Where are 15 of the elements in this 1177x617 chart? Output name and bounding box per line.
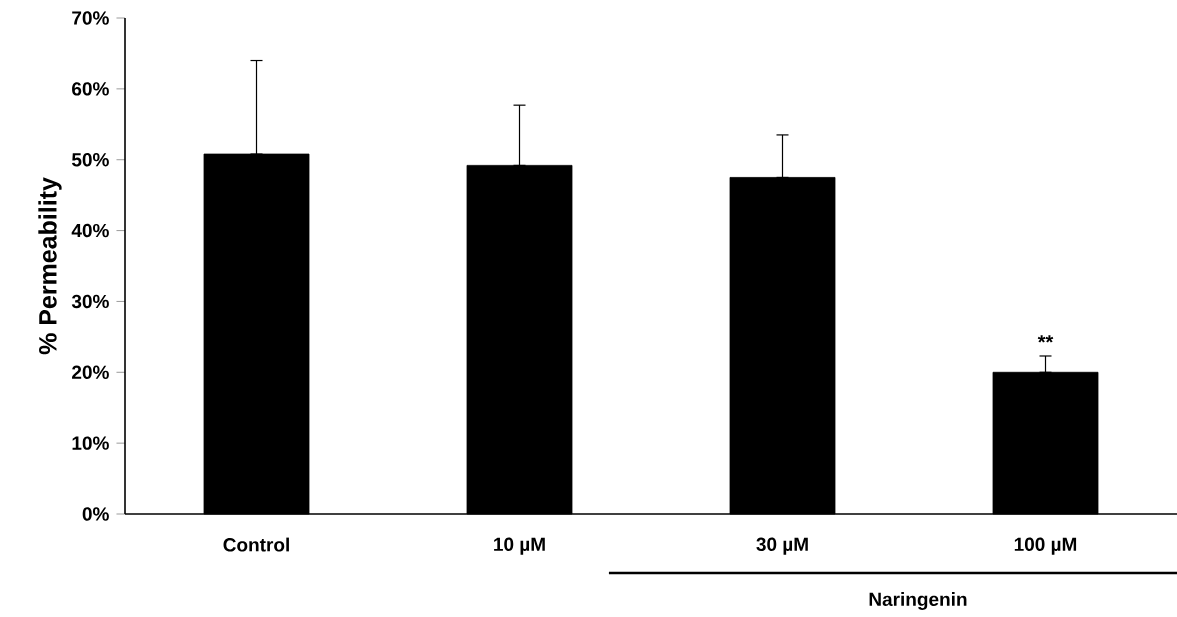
y-tick-label: 50% <box>71 152 109 167</box>
y-tick-label: 60% <box>72 82 109 96</box>
y-tick-label: 70% <box>72 11 109 25</box>
y-axis-title: % Permeability <box>38 177 62 355</box>
y-tick-label: 40% <box>71 223 109 238</box>
x-tick-label: Control <box>223 537 289 552</box>
y-tick-label: 30% <box>71 294 109 309</box>
y-tick-label: 20% <box>72 365 109 380</box>
x-tick-label: 10 µM <box>494 537 545 555</box>
y-tick-label: 10% <box>72 436 109 450</box>
x-tick-label: 100 µM <box>1014 537 1077 555</box>
y-tick-label: 0% <box>82 507 109 521</box>
x-tick-label: 30 µM <box>756 537 808 555</box>
annotation: ** <box>1037 335 1054 343</box>
text: Naringenin <box>869 592 967 610</box>
